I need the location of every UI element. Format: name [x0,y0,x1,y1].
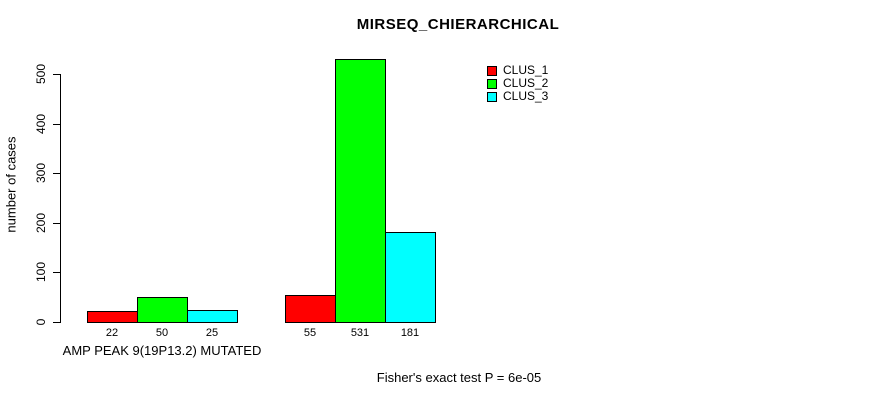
bar-clus_3-group2 [385,232,436,323]
bar-value-label: 50 [155,327,169,339]
bar-value-label: 181 [400,327,420,339]
bar-clus_3-group1 [187,310,238,323]
y-tick-label: 200 [34,212,48,234]
y-tick-label: 0 [34,318,48,326]
y-axis-label: number of cases [3,136,19,233]
y-tick-mark [53,223,60,224]
bar-value-label: 531 [350,327,370,339]
bar-clus_2-group2 [335,59,386,323]
y-tick-label: 400 [34,113,48,135]
bar-clus_1-group1 [87,311,138,323]
legend-row: CLUS_3 [487,90,548,103]
legend-label: CLUS_3 [503,89,549,103]
bar-value-label: 55 [303,327,317,339]
y-tick-label: 500 [34,63,48,85]
legend-row: CLUS_1 [487,64,548,77]
y-tick-mark [53,173,60,174]
fisher-test-annotation: Fisher's exact test P = 6e-05 [376,370,542,385]
y-tick-mark [53,322,60,323]
chart-title: MIRSEQ_CHIERARCHICAL [356,16,560,33]
legend: CLUS_1 CLUS_2 CLUS_3 [487,64,548,103]
bar-clus_2-group1 [137,297,188,323]
bar-value-label: 22 [105,327,119,339]
y-axis-line [60,74,61,323]
bar-clus_1-group2 [285,295,336,323]
legend-swatch-clus_1 [487,65,497,76]
y-tick-mark [53,74,60,75]
legend-swatch-clus_3 [487,91,497,102]
legend-label: CLUS_1 [503,63,549,77]
y-tick-label: 100 [34,261,48,283]
legend-row: CLUS_2 [487,77,548,90]
legend-swatch-clus_2 [487,78,497,89]
legend-label: CLUS_2 [503,76,549,90]
category-label: AMP PEAK 9(19P13.2) MUTATED [62,343,262,358]
y-tick-mark [53,124,60,125]
y-tick-label: 300 [34,162,48,184]
y-tick-mark [53,272,60,273]
bar-value-label: 25 [205,327,219,339]
